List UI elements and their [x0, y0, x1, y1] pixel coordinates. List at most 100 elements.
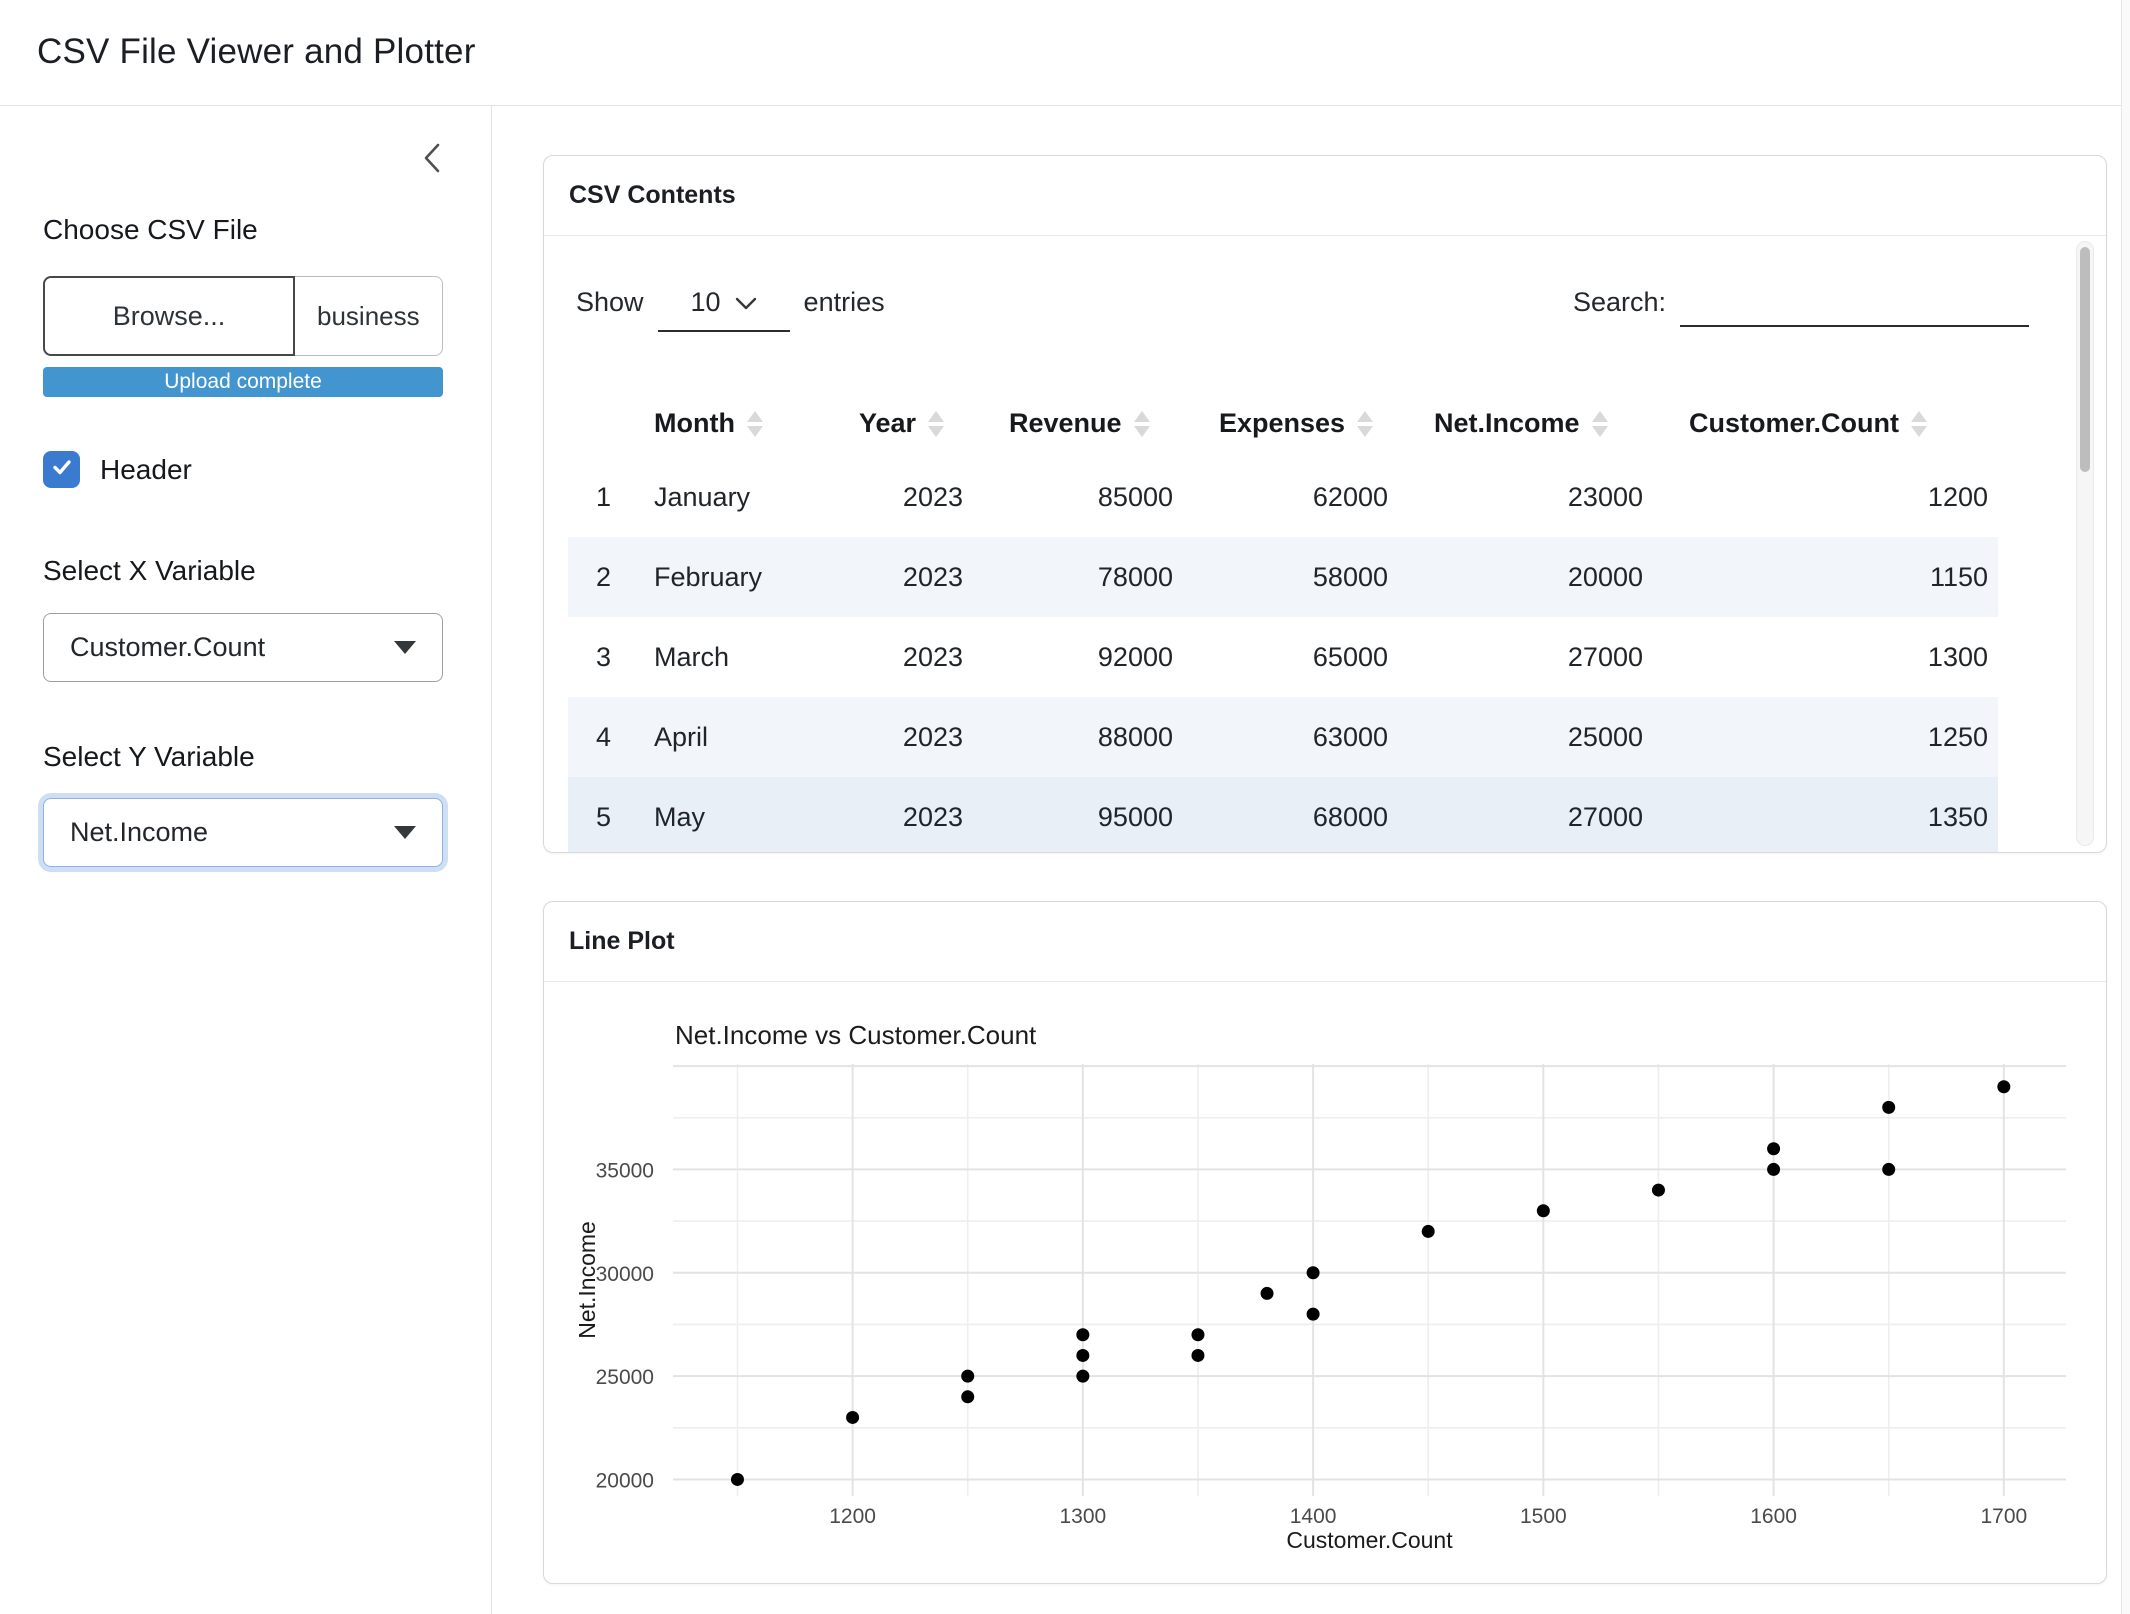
svg-text:Net.Income: Net.Income: [574, 1221, 600, 1339]
x-variable-select[interactable]: Customer.Count: [43, 613, 443, 682]
chevron-left-icon: [421, 141, 443, 180]
table-cell: 2023: [902, 481, 963, 512]
table-cell: 88000: [1097, 721, 1173, 752]
table-cell: 2023: [902, 801, 963, 832]
entries-label: entries: [803, 287, 885, 317]
svg-text:35000: 35000: [596, 1159, 654, 1182]
header-checkbox-row[interactable]: Header: [43, 451, 192, 488]
y-select-label: Select Y Variable: [43, 741, 255, 772]
sort-icon: [1591, 411, 1608, 438]
table-cell: 1200: [1927, 481, 1988, 512]
page-scrollbar[interactable]: [2121, 0, 2130, 1614]
svg-text:1500: 1500: [1520, 1505, 1567, 1528]
table-cell: 27000: [1567, 801, 1643, 832]
datatable-controls: Show 10 entries Search:: [544, 287, 2106, 357]
table-scrollbar-thumb[interactable]: [2080, 247, 2090, 472]
page-length-value: 10: [690, 287, 721, 317]
table-cell: 65000: [1312, 641, 1388, 672]
y-variable-select[interactable]: Net.Income: [43, 798, 443, 867]
table-cell: 2023: [902, 721, 963, 752]
svg-text:Customer.Count: Customer.Count: [1286, 1527, 1453, 1553]
table-cell: 1300: [1927, 641, 1988, 672]
table-cell: May: [654, 801, 706, 832]
file-input: Browse... business: [43, 276, 443, 356]
search-control: Search:: [1573, 287, 2030, 327]
y-select-value: Net.Income: [70, 817, 209, 847]
sidebar: Choose CSV File Browse... business Uploa…: [0, 106, 492, 1614]
search-input[interactable]: [1680, 287, 2030, 327]
table-cell: 2023: [902, 561, 963, 592]
sort-icon: [1357, 411, 1374, 438]
x-select-label: Select X Variable: [43, 555, 256, 586]
svg-text:1700: 1700: [1980, 1505, 2027, 1528]
filename-field[interactable]: business: [295, 276, 443, 356]
row-index-header: [568, 389, 618, 457]
table-row[interactable]: 1 January 2023 85000 62000 23000 1200: [568, 457, 1998, 537]
scatter-plot: 20000 25000 30000 35000 1200 1300 1400 1500 1600…: [574, 1020, 2066, 1553]
check-icon: [50, 455, 74, 484]
table-cell: April: [654, 721, 709, 752]
table-cell: 1350: [1927, 801, 1988, 832]
browse-button[interactable]: Browse...: [43, 276, 295, 356]
table-cell: 62000: [1312, 481, 1388, 512]
column-header-customer-count[interactable]: Customer.Count: [1653, 389, 1998, 457]
table-cell: February: [654, 561, 763, 592]
csv-contents-card: CSV Contents Show 10 entries Search:: [543, 155, 2107, 853]
plot-card-title: Line Plot: [544, 902, 2106, 982]
svg-text:1400: 1400: [1290, 1505, 1337, 1528]
caret-down-icon: [394, 826, 416, 839]
table-cell: 2023: [902, 641, 963, 672]
csv-table: Month Year Revenue Expenses Net.Income C…: [568, 389, 1998, 852]
sort-icon: [746, 411, 763, 438]
column-header-revenue[interactable]: Revenue: [973, 389, 1183, 457]
column-header-expenses[interactable]: Expenses: [1183, 389, 1398, 457]
page-length-select[interactable]: 10: [657, 287, 790, 332]
x-select-value: Customer.Count: [70, 632, 266, 662]
header-checkbox[interactable]: [43, 451, 80, 488]
table-row[interactable]: 2 February 2023 78000 58000 20000 1150: [568, 537, 1998, 617]
table-row[interactable]: 4 April 2023 88000 63000 25000 1250: [568, 697, 1998, 777]
csv-card-title: CSV Contents: [544, 156, 2106, 236]
table-row[interactable]: 5 May 2023 95000 68000 27000 1350: [568, 777, 1998, 852]
table-cell: 85000: [1097, 481, 1173, 512]
table-cell: 58000: [1312, 561, 1388, 592]
table-cell: 95000: [1097, 801, 1173, 832]
row-index: 4: [596, 721, 612, 752]
svg-text:1200: 1200: [829, 1505, 876, 1528]
table-row[interactable]: 3 March 2023 92000 65000 27000 1300: [568, 617, 1998, 697]
row-index: 2: [596, 561, 612, 592]
table-cell: 20000: [1567, 561, 1643, 592]
table-cell: 23000: [1567, 481, 1643, 512]
table-cell: 1250: [1927, 721, 1988, 752]
table-cell: 63000: [1312, 721, 1388, 752]
column-header-net-income[interactable]: Net.Income: [1398, 389, 1653, 457]
page-title: CSV File Viewer and Plotter: [37, 32, 476, 71]
caret-down-icon: [394, 641, 416, 654]
table-scrollbar[interactable]: [2076, 241, 2094, 846]
sort-icon: [1133, 411, 1150, 438]
svg-text:20000: 20000: [596, 1469, 654, 1492]
svg-text:1300: 1300: [1059, 1505, 1106, 1528]
table-body: 1 January 2023 85000 62000 23000 1200 2 February…: [568, 457, 1998, 852]
table-cell: 1150: [1929, 561, 1988, 592]
sort-icon: [928, 411, 945, 438]
table-cell: 68000: [1312, 801, 1388, 832]
app-header: CSV File Viewer and Plotter: [0, 0, 2130, 106]
column-header-month[interactable]: Month: [618, 389, 823, 457]
table-cell: 78000: [1097, 561, 1173, 592]
search-label: Search:: [1573, 287, 1667, 317]
column-header-year[interactable]: Year: [823, 389, 973, 457]
svg-text:Net.Income vs Customer.Count: Net.Income vs Customer.Count: [675, 1020, 1037, 1050]
table-cell: January: [654, 481, 751, 512]
row-index: 3: [596, 641, 612, 672]
table-header-row: Month Year Revenue Expenses Net.Income C…: [568, 389, 1998, 457]
sidebar-collapse-button[interactable]: [412, 136, 452, 184]
row-index: 1: [596, 481, 612, 512]
header-checkbox-label: Header: [100, 453, 192, 485]
table-cell: March: [654, 641, 730, 672]
svg-text:25000: 25000: [596, 1366, 654, 1389]
upload-progress-bar: Upload complete: [43, 367, 443, 397]
table-cell: 92000: [1097, 641, 1173, 672]
line-plot-card: Line Plot 20000 25000 30000 35000 1200 1300 14…: [543, 901, 2107, 1584]
